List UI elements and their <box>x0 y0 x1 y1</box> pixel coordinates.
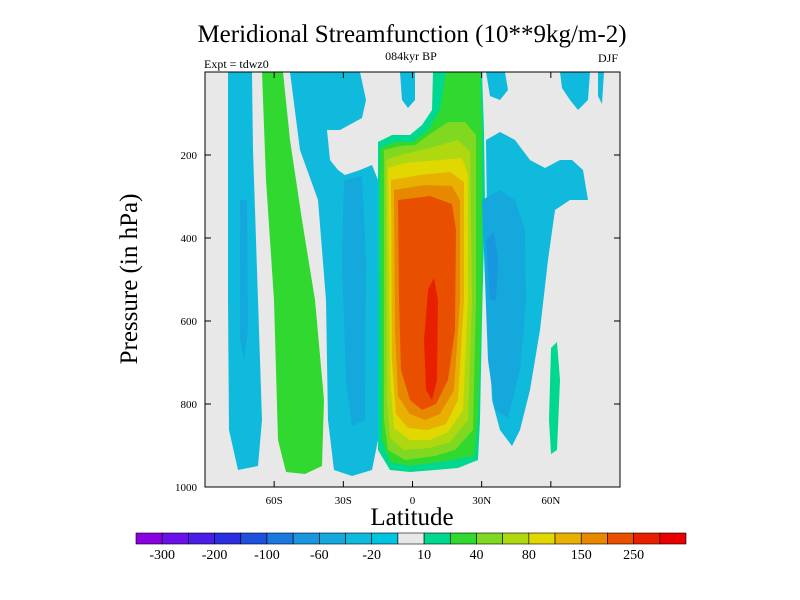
colorbar-swatch <box>319 532 346 545</box>
colorbar-swatch <box>397 532 425 545</box>
colorbar-swatch <box>214 532 242 545</box>
contour-band <box>549 342 560 454</box>
colorbar-swatch <box>371 532 399 545</box>
x-axis-title: Latitude <box>370 504 453 531</box>
season-label: DJF <box>598 51 618 65</box>
colorbar-label: 10 <box>417 548 431 563</box>
contour-band <box>342 176 366 426</box>
contour-band <box>486 72 508 100</box>
x-tick-label: 30N <box>472 495 491 507</box>
y-tick-label: 800 <box>181 399 198 411</box>
contour-band <box>262 72 324 474</box>
colorbar <box>135 532 687 545</box>
colorbar-label: -200 <box>202 548 228 563</box>
colorbar-swatch <box>607 532 634 545</box>
contour-band <box>424 278 438 400</box>
colorbar-label: 150 <box>571 548 592 563</box>
colorbar-swatch <box>580 532 608 545</box>
colorbar-label: 80 <box>522 548 536 563</box>
contour-band <box>598 72 604 104</box>
contour-band <box>486 232 498 300</box>
contour-band <box>240 200 248 360</box>
y-tick-label: 400 <box>181 233 198 245</box>
colorbar-label: -300 <box>149 548 175 563</box>
colorbar-swatch <box>188 532 215 545</box>
colorbar-swatch <box>345 532 373 545</box>
contour-band <box>400 72 415 108</box>
chart-subtitle: 084kyr BP <box>385 49 437 63</box>
colorbar-swatch <box>449 532 477 545</box>
colorbar-label: -60 <box>310 548 329 563</box>
colorbar-swatch <box>240 532 268 545</box>
colorbar-label: -100 <box>254 548 280 563</box>
x-tick-label: 0 <box>410 495 416 507</box>
x-tick-label: 30S <box>335 495 352 507</box>
y-axis: 200 400 600 800 1000 <box>175 150 620 494</box>
y-tick-label: 200 <box>181 150 198 162</box>
contour-band <box>308 72 366 130</box>
x-tick-label: 60S <box>266 495 283 507</box>
colorbar-label: 250 <box>623 548 644 563</box>
expt-label: Expt = tdwz0 <box>204 57 269 71</box>
colorbar-swatch <box>161 532 189 545</box>
colorbar-swatch <box>633 532 661 545</box>
colorbar-label: 40 <box>469 548 483 563</box>
colorbar-labels: -300 -200 -100 -60 -20 10 40 80 150 250 <box>149 548 644 563</box>
colorbar-swatch <box>292 532 320 545</box>
x-tick-label: 60N <box>541 495 560 507</box>
colorbar-swatch <box>659 532 687 545</box>
y-axis-title: Pressure (in hPa) <box>116 194 143 365</box>
plot-area: 60S 30S 0 30N 60N 200 400 600 800 1000 <box>175 71 621 507</box>
contour-band <box>560 72 590 110</box>
contour-fill <box>228 72 604 476</box>
colorbar-swatch <box>554 532 582 545</box>
y-tick-label: 1000 <box>175 482 198 494</box>
y-tick-label: 600 <box>181 316 198 328</box>
colorbar-swatch <box>135 532 163 545</box>
colorbar-label: -20 <box>362 548 381 563</box>
chart-title: Meridional Streamfunction (10**9kg/m-2) <box>197 21 626 48</box>
colorbar-swatch <box>423 532 451 545</box>
colorbar-swatch <box>502 532 530 545</box>
colorbar-swatch <box>528 532 556 545</box>
colorbar-swatch <box>476 532 503 545</box>
colorbar-swatch <box>266 532 294 545</box>
x-axis: 60S 30S 0 30N 60N <box>266 72 560 507</box>
